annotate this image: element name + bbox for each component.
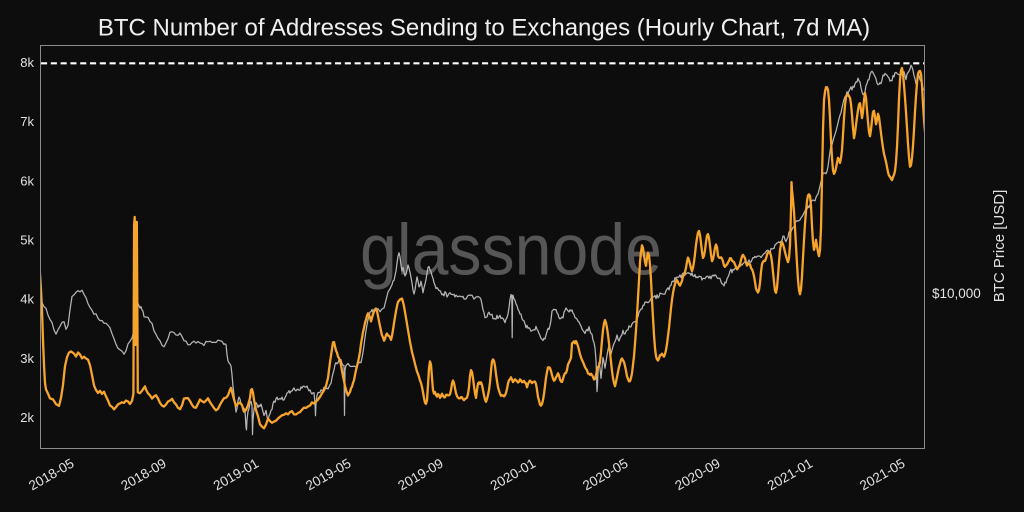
svg-text:glassnode: glassnode (360, 209, 662, 290)
svg-text:7k: 7k (20, 114, 34, 129)
svg-text:2k: 2k (20, 410, 34, 425)
svg-text:3k: 3k (20, 351, 34, 366)
svg-text:$10,000: $10,000 (932, 286, 981, 301)
svg-text:8k: 8k (20, 55, 34, 70)
svg-text:6k: 6k (20, 173, 34, 188)
svg-text:BTC Price [USD]: BTC Price [USD] (991, 190, 1008, 303)
svg-text:BTC Number of Addresses Sendin: BTC Number of Addresses Sending to Excha… (98, 15, 870, 42)
svg-text:4k: 4k (20, 292, 34, 307)
svg-text:5k: 5k (20, 233, 34, 248)
